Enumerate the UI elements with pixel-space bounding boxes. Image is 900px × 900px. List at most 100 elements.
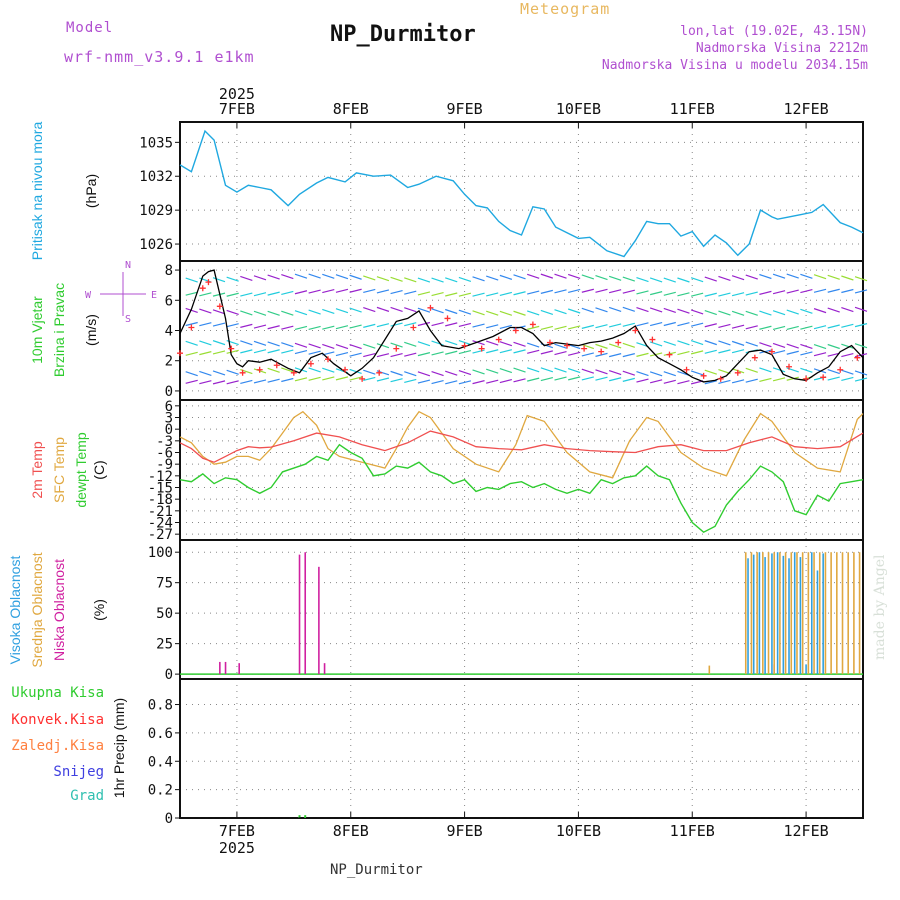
- wind-arrow: [772, 367, 786, 373]
- wind-arrow: [704, 309, 717, 316]
- wind-gust-marker: [273, 362, 280, 369]
- date-label-top: 12FEB: [784, 100, 829, 118]
- wind-arrow: [568, 288, 581, 293]
- wind-arrow: [499, 291, 513, 296]
- wind-arrow: [458, 340, 472, 346]
- compass-east-label: E: [151, 290, 157, 301]
- cloud-high-axis-title: Visoka Oblacnost: [7, 556, 23, 665]
- wind-arrow: [841, 275, 854, 281]
- wind-arrow: [390, 289, 403, 295]
- wind-arrow: [363, 376, 376, 382]
- wind-arrow: [472, 380, 485, 385]
- wind-arrow: [718, 310, 731, 316]
- wind-arrow: [486, 324, 499, 329]
- wind-arrow: [854, 343, 868, 349]
- wind-arrow: [458, 322, 472, 327]
- wind-arrow: [813, 344, 827, 350]
- wind-arrow: [567, 273, 581, 280]
- wind-arrow: [404, 371, 417, 377]
- wind-arrow: [595, 352, 608, 357]
- dewpoint-temp-line: [179, 443, 864, 534]
- wind-arrow: [731, 324, 745, 329]
- wind-arrow: [759, 273, 772, 280]
- y-tick-label: 3: [165, 411, 173, 427]
- wind-arrow: [786, 343, 799, 349]
- wind-gust-marker: [342, 366, 349, 373]
- wind-arrow: [622, 377, 635, 382]
- wind-arrow: [581, 274, 595, 280]
- wind-arrow: [527, 310, 540, 316]
- wind-arrow: [185, 307, 198, 313]
- wind-arrow: [595, 275, 608, 281]
- wind-arrow: [431, 371, 444, 377]
- wind-arrow: [731, 340, 745, 346]
- wind-arrow: [240, 292, 253, 297]
- wind-arrow: [458, 309, 472, 315]
- wind-arrow: [185, 321, 198, 327]
- wind-arrow: [663, 291, 676, 296]
- temp-unit-label: (C): [91, 460, 107, 479]
- wind-arrow: [363, 343, 376, 349]
- wind-arrow: [376, 353, 390, 358]
- wind-arrow: [827, 324, 840, 329]
- wind-arrow: [854, 289, 868, 294]
- wind-arrow: [281, 367, 294, 373]
- wind-arrow: [226, 323, 239, 328]
- wind-arrow: [540, 273, 554, 279]
- 2m-temp-line: [179, 430, 864, 463]
- wind-arrow: [622, 322, 635, 327]
- wind-arrow: [445, 340, 458, 346]
- wind-arrow: [718, 340, 731, 346]
- wind-arrow: [554, 367, 567, 373]
- station-title: NP_Durmitor: [330, 22, 476, 47]
- wind-arrow: [417, 291, 431, 296]
- wind-arrow: [608, 306, 622, 313]
- wind-arrow: [322, 325, 335, 330]
- wind-arrow: [786, 376, 799, 381]
- wind-arrow: [363, 323, 376, 328]
- wind-arrow: [690, 350, 704, 355]
- wind-arrow: [349, 343, 362, 350]
- wind-arrow: [786, 350, 799, 355]
- wind-arrow: [731, 292, 745, 297]
- wind-arrow: [417, 341, 431, 347]
- wind-arrow: [294, 290, 308, 295]
- wind-gust-marker: [683, 366, 690, 373]
- wind-arrow: [527, 325, 540, 330]
- wind-arrow: [294, 342, 308, 348]
- wind-arrow: [212, 277, 226, 283]
- altitude-label: Nadmorska Visina 2212m: [695, 41, 868, 56]
- wind-arrow: [212, 309, 226, 315]
- wind-arrow: [322, 367, 335, 373]
- wind-arrow: [376, 343, 390, 349]
- wind-arrow: [649, 291, 663, 296]
- wind-arrow: [404, 352, 417, 357]
- date-label-bottom: 7FEB: [219, 822, 255, 840]
- year-label-bottom: 2025: [219, 839, 255, 857]
- wind-arrow: [404, 290, 417, 295]
- wind-arrow: [649, 277, 663, 283]
- wind-arrow: [800, 367, 813, 373]
- wind-arrow: [486, 310, 499, 316]
- wind-arrow: [431, 308, 444, 314]
- wind-arrow: [540, 350, 553, 355]
- wind-arrow: [527, 377, 540, 382]
- wind-arrow: [472, 323, 485, 328]
- meteogram-label: Meteogram: [520, 0, 611, 18]
- wind-arrow: [568, 325, 581, 330]
- wind-arrow: [745, 310, 758, 316]
- wind-gust-marker: [598, 348, 605, 355]
- wind-arrow: [376, 306, 390, 312]
- wind-arrow: [581, 344, 595, 350]
- wind-arrow: [554, 289, 567, 294]
- y-tick-label: 8: [165, 263, 173, 279]
- footer-station-name: NP_Durmitor: [330, 862, 423, 878]
- wind-arrow: [690, 277, 704, 283]
- date-label-bottom: 8FEB: [333, 822, 369, 840]
- wind-arrow: [458, 370, 472, 376]
- wind-gust-marker: [529, 321, 536, 328]
- wind-arrow: [267, 325, 280, 330]
- y-tick-label: 6: [165, 293, 173, 309]
- wind-arrow: [390, 352, 403, 358]
- y-tick-label: 6: [165, 399, 173, 415]
